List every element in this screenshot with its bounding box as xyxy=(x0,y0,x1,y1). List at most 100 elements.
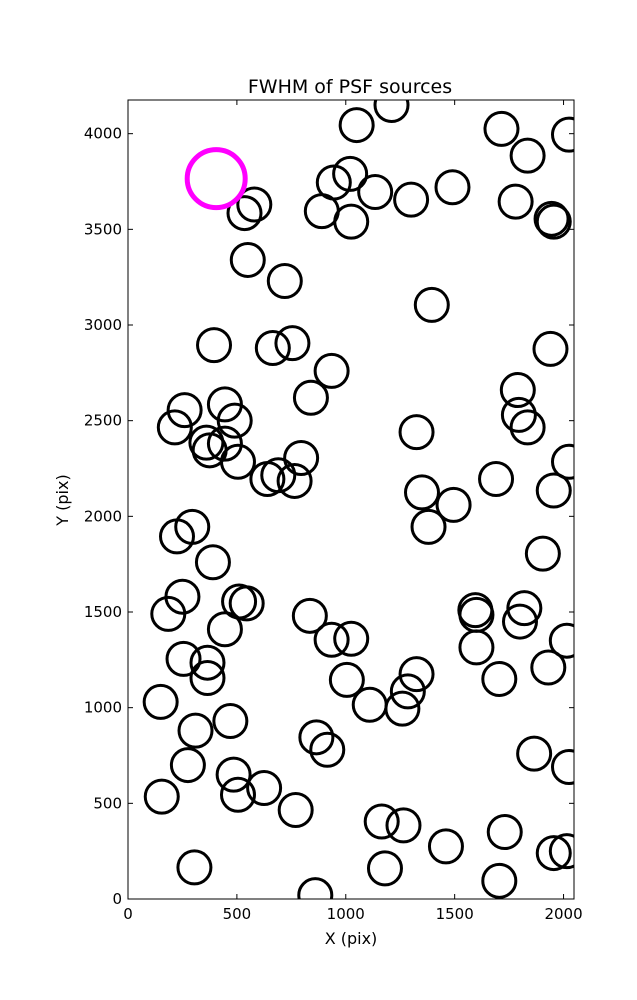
psf-source-marker xyxy=(403,474,440,511)
psf-source-marker xyxy=(254,329,291,366)
psf-source-marker xyxy=(497,183,534,220)
psf-source-marker xyxy=(548,622,574,659)
x-axis: 0 500 1000 1500 2000 xyxy=(123,100,583,923)
psf-source-marker xyxy=(274,325,311,362)
psf-source-marker xyxy=(516,735,553,772)
psf-source-marker xyxy=(196,327,233,364)
psf-source-marker xyxy=(373,100,410,123)
psf-source-marker xyxy=(212,703,249,740)
psf-source-marker xyxy=(276,462,313,499)
psf-source-marker xyxy=(156,409,193,446)
psf-source-marker xyxy=(398,414,435,451)
psf-source-marker xyxy=(333,620,370,657)
psf-source-marker xyxy=(219,443,256,480)
chart-title: FWHM of PSF sources xyxy=(248,76,452,98)
psf-source-marker xyxy=(410,508,447,545)
psf-source-marker xyxy=(143,778,180,815)
psf-source-marker xyxy=(277,792,314,829)
psf-source-marker xyxy=(328,661,365,698)
psf-source-marker xyxy=(338,107,375,144)
y-tick-label: 2000 xyxy=(84,507,122,525)
psf-source-marker xyxy=(509,409,546,446)
x-tick-label: 1500 xyxy=(436,905,474,923)
psf-source-marker xyxy=(313,352,350,389)
psf-source-marker xyxy=(165,640,202,677)
psf-source-marker xyxy=(229,241,266,278)
psf-source-marker xyxy=(481,862,518,899)
plot-frame xyxy=(127,99,575,900)
psf-source-marker xyxy=(357,174,394,211)
psf-source-marker xyxy=(483,110,520,147)
psf-source-marker xyxy=(158,518,195,555)
psf-source-marker xyxy=(478,461,515,498)
psf-source-marker xyxy=(501,603,538,640)
psf-source-marker xyxy=(363,803,400,840)
y-tick-label: 0 xyxy=(112,890,122,908)
psf-source-marker xyxy=(292,379,329,416)
psf-source-marker xyxy=(486,814,523,851)
psf-source-marker xyxy=(548,833,574,870)
psf-source-marker xyxy=(166,392,203,429)
highlight-marker xyxy=(184,147,248,211)
psf-source-marker xyxy=(236,186,273,223)
x-tick-label: 2000 xyxy=(544,905,582,923)
psf-source-marker xyxy=(266,262,303,299)
psf-source-marker xyxy=(206,425,243,462)
psf-source-marker xyxy=(535,203,572,240)
data-markers xyxy=(142,100,574,899)
psf-source-marker xyxy=(177,712,214,749)
psf-source-marker xyxy=(532,330,569,367)
psf-source-marker xyxy=(524,535,561,572)
psf-source-marker xyxy=(206,611,243,648)
psf-source-marker xyxy=(435,486,472,523)
psf-source-marker xyxy=(226,195,263,232)
psf-source-marker xyxy=(389,673,426,710)
psf-source-marker xyxy=(393,181,430,218)
psf-source-marker xyxy=(150,595,187,632)
psf-source-marker xyxy=(398,656,435,693)
y-tick-label: 4000 xyxy=(84,125,122,143)
y-tick-label: 2500 xyxy=(84,412,122,430)
psf-source-marker xyxy=(481,660,518,697)
psf-source-marker xyxy=(309,731,346,768)
y-tick-label: 1500 xyxy=(84,603,122,621)
psf-source-marker xyxy=(260,457,297,494)
x-tick-label: 1000 xyxy=(327,905,365,923)
psf-source-marker xyxy=(550,443,574,480)
psf-source-marker xyxy=(246,770,283,807)
psf-source-marker xyxy=(384,690,421,727)
y-tick-label: 500 xyxy=(93,794,122,812)
psf-source-marker xyxy=(413,286,450,323)
psf-source-marker xyxy=(530,649,567,686)
x-tick-label: 0 xyxy=(123,905,133,923)
psf-source-marker xyxy=(458,629,495,666)
psf-source-marker xyxy=(550,748,574,785)
psf-source-marker xyxy=(169,747,206,784)
y-axis-title: Y (pix) xyxy=(53,474,72,526)
psf-source-marker xyxy=(533,200,570,237)
psf-source-marker xyxy=(313,621,350,658)
y-tick-label: 1000 xyxy=(84,699,122,717)
x-axis-title: X (pix) xyxy=(325,929,378,948)
psf-source-marker xyxy=(506,590,543,627)
psf-source-marker xyxy=(385,807,422,844)
psf-source-marker xyxy=(550,116,574,153)
psf-source-marker xyxy=(215,756,252,793)
psf-source-marker xyxy=(434,169,471,206)
y-tick-label: 3500 xyxy=(84,220,122,238)
x-tick-label: 500 xyxy=(223,905,252,923)
psf-source-marker xyxy=(142,683,179,720)
psf-source-marker xyxy=(332,155,369,192)
y-axis: 0 500 1000 1500 2000 2500 3000 3500 4000 xyxy=(84,125,574,908)
psf-source-marker xyxy=(176,849,213,886)
psf-source-marker xyxy=(535,472,572,509)
psf-source-marker xyxy=(189,660,226,697)
psf-source-marker xyxy=(283,439,320,476)
psf-source-marker xyxy=(509,137,546,174)
psf-source-marker xyxy=(535,835,572,872)
psf-source-marker xyxy=(499,372,536,409)
psf-source-marker xyxy=(189,644,226,681)
psf-source-marker xyxy=(297,877,334,899)
psf-source-marker xyxy=(219,776,256,813)
